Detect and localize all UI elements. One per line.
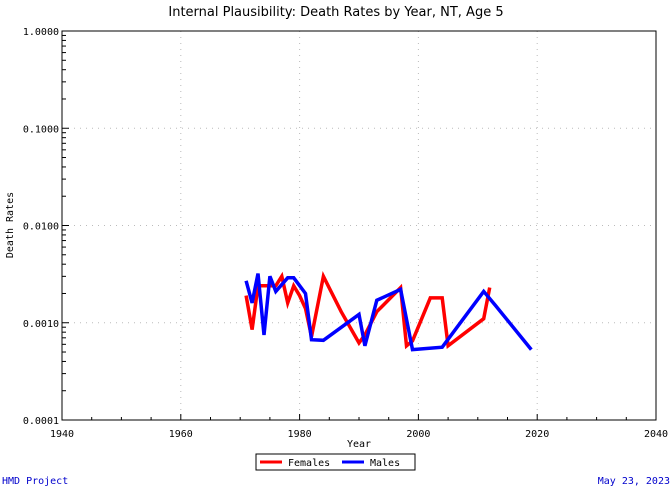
- grid: [62, 31, 656, 420]
- series-lines: [244, 270, 533, 352]
- y-tick-label: 0.0001: [23, 416, 59, 427]
- footer-source: HMD Project: [2, 476, 68, 487]
- x-tick-label: 1940: [50, 429, 74, 440]
- series-line-males: [244, 273, 533, 352]
- y-tick-label: 0.0010: [23, 319, 59, 330]
- legend: Females Males: [255, 453, 416, 471]
- chart-title: Internal Plausibility: Death Rates by Ye…: [168, 5, 503, 20]
- x-axis-label: Year: [347, 439, 371, 450]
- x-tick-label: 1980: [288, 429, 312, 440]
- x-tick-label: 2040: [644, 429, 668, 440]
- x-tick-label: 1960: [169, 429, 193, 440]
- y-tick-label: 0.1000: [23, 124, 59, 135]
- y-tick-label: 1.0000: [23, 27, 59, 38]
- footer-date: May 23, 2023: [598, 476, 670, 487]
- y-axis-label: Death Rates: [5, 192, 16, 258]
- x-tick-label: 2000: [406, 429, 430, 440]
- legend-label-males: Males: [370, 458, 400, 469]
- y-tick-label: 0.0100: [23, 222, 59, 233]
- x-tick-label: 2020: [525, 429, 549, 440]
- axis-ticks: 1940 1960 1980 2000 2020 2040 0.0001 0.0010 0.01…: [23, 27, 668, 440]
- legend-box: [255, 453, 416, 471]
- legend-label-females: Females: [288, 458, 330, 469]
